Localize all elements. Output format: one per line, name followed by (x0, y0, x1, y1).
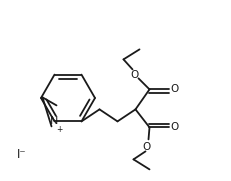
Text: O: O (130, 70, 138, 80)
Text: O: O (142, 142, 150, 152)
Text: N: N (50, 116, 58, 126)
Text: +: + (56, 125, 62, 134)
Text: O: O (170, 122, 178, 132)
Text: O: O (170, 84, 178, 94)
Text: I⁻: I⁻ (17, 148, 27, 161)
